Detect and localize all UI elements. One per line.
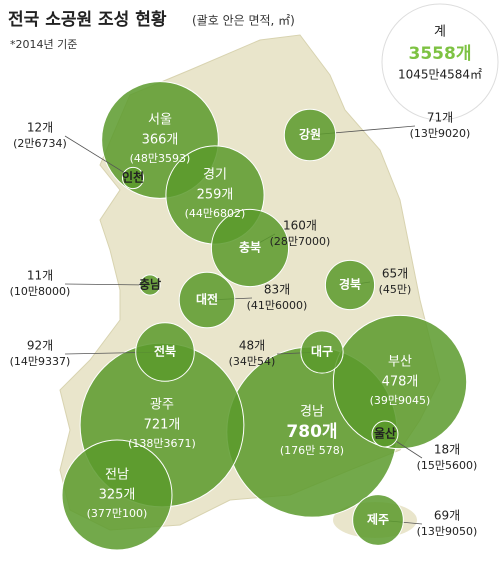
area-label: (13만9020) (410, 127, 471, 140)
count-label: 478개 (382, 375, 419, 390)
leader-line (64, 135, 134, 179)
area-label: (13만9050) (417, 525, 478, 538)
bubble (61, 439, 173, 551)
bubble (283, 108, 337, 162)
area-label: (41만6000) (247, 299, 308, 312)
bubble (352, 494, 404, 546)
count-label: 48개 (239, 339, 265, 353)
area-label: (45만) (379, 283, 412, 296)
total-area: 1045만4584㎡ (398, 68, 482, 82)
region-name: 강원 (299, 128, 321, 142)
region-name: 전북 (154, 344, 176, 359)
bubble (121, 166, 145, 190)
count-label: 366개 (142, 133, 179, 148)
bubble (300, 330, 344, 374)
region-name: 제주 (367, 513, 389, 527)
bubble (371, 420, 399, 448)
count-label: 721개 (144, 418, 181, 433)
count-label: 259개 (197, 188, 234, 203)
bubbles: 인천 12개 (2만6734) 서울 366개 (48만3593) 경기 259개 (44만68… (10, 81, 478, 551)
area-label: (176만 578) (280, 444, 344, 457)
bubble (178, 271, 236, 329)
leader-line (64, 283, 151, 286)
count-label: 65개 (382, 267, 408, 281)
area-label: (44만6802) (185, 207, 246, 220)
region-name: 충북 (239, 240, 261, 255)
total-circle (381, 3, 499, 121)
region-name: 울산 (374, 426, 396, 441)
region-name: 서울 (148, 113, 172, 128)
region-name: 경북 (339, 278, 361, 292)
bubble (332, 314, 468, 450)
area-label: (15만5600) (417, 459, 478, 472)
count-label: 160개 (283, 219, 317, 233)
area-label: (34만54) (229, 355, 276, 368)
count-label: 92개 (27, 339, 53, 353)
area-label: (39만9045) (370, 394, 431, 407)
region-name: 대전 (196, 292, 218, 307)
count-label: 325개 (99, 488, 136, 503)
area-label: (377만100) (87, 507, 148, 520)
region-name: 대구 (311, 345, 333, 359)
count-label: 18개 (434, 443, 460, 457)
count-label: 71개 (427, 111, 453, 125)
region-name: 전남 (105, 468, 129, 483)
area-label: (10만8000) (10, 285, 71, 298)
area-label: (138만3671) (128, 437, 196, 450)
region-name: 충남 (139, 277, 161, 292)
region-name: 광주 (150, 398, 174, 413)
area-label: (2만6734) (13, 137, 67, 150)
region-name: 경남 (300, 405, 324, 420)
note: *2014년 기준 (10, 38, 77, 51)
area-label: (14만9337) (10, 355, 71, 368)
bubble (324, 259, 376, 311)
bubble (135, 322, 195, 382)
region-name: 인천 (122, 170, 144, 185)
total-name: 계 (434, 25, 446, 40)
region-name: 부산 (388, 355, 412, 370)
count-label: 83개 (264, 283, 290, 297)
area-label: (28만7000) (270, 235, 331, 248)
region-name: 경기 (203, 168, 227, 183)
total-count: 3558개 (409, 44, 472, 64)
bubble (210, 208, 290, 288)
chart-title: 전국 소공원 조성 현황 (8, 10, 167, 30)
count-label: 11개 (27, 269, 53, 283)
chart-subtitle: (괄호 안은 면적, ㎡) (192, 14, 295, 28)
count-label: 780개 (286, 422, 337, 442)
count-label: 12개 (27, 121, 53, 135)
area-label: (48만3593) (130, 152, 191, 165)
count-label: 69개 (434, 509, 460, 523)
bubble (139, 274, 161, 296)
